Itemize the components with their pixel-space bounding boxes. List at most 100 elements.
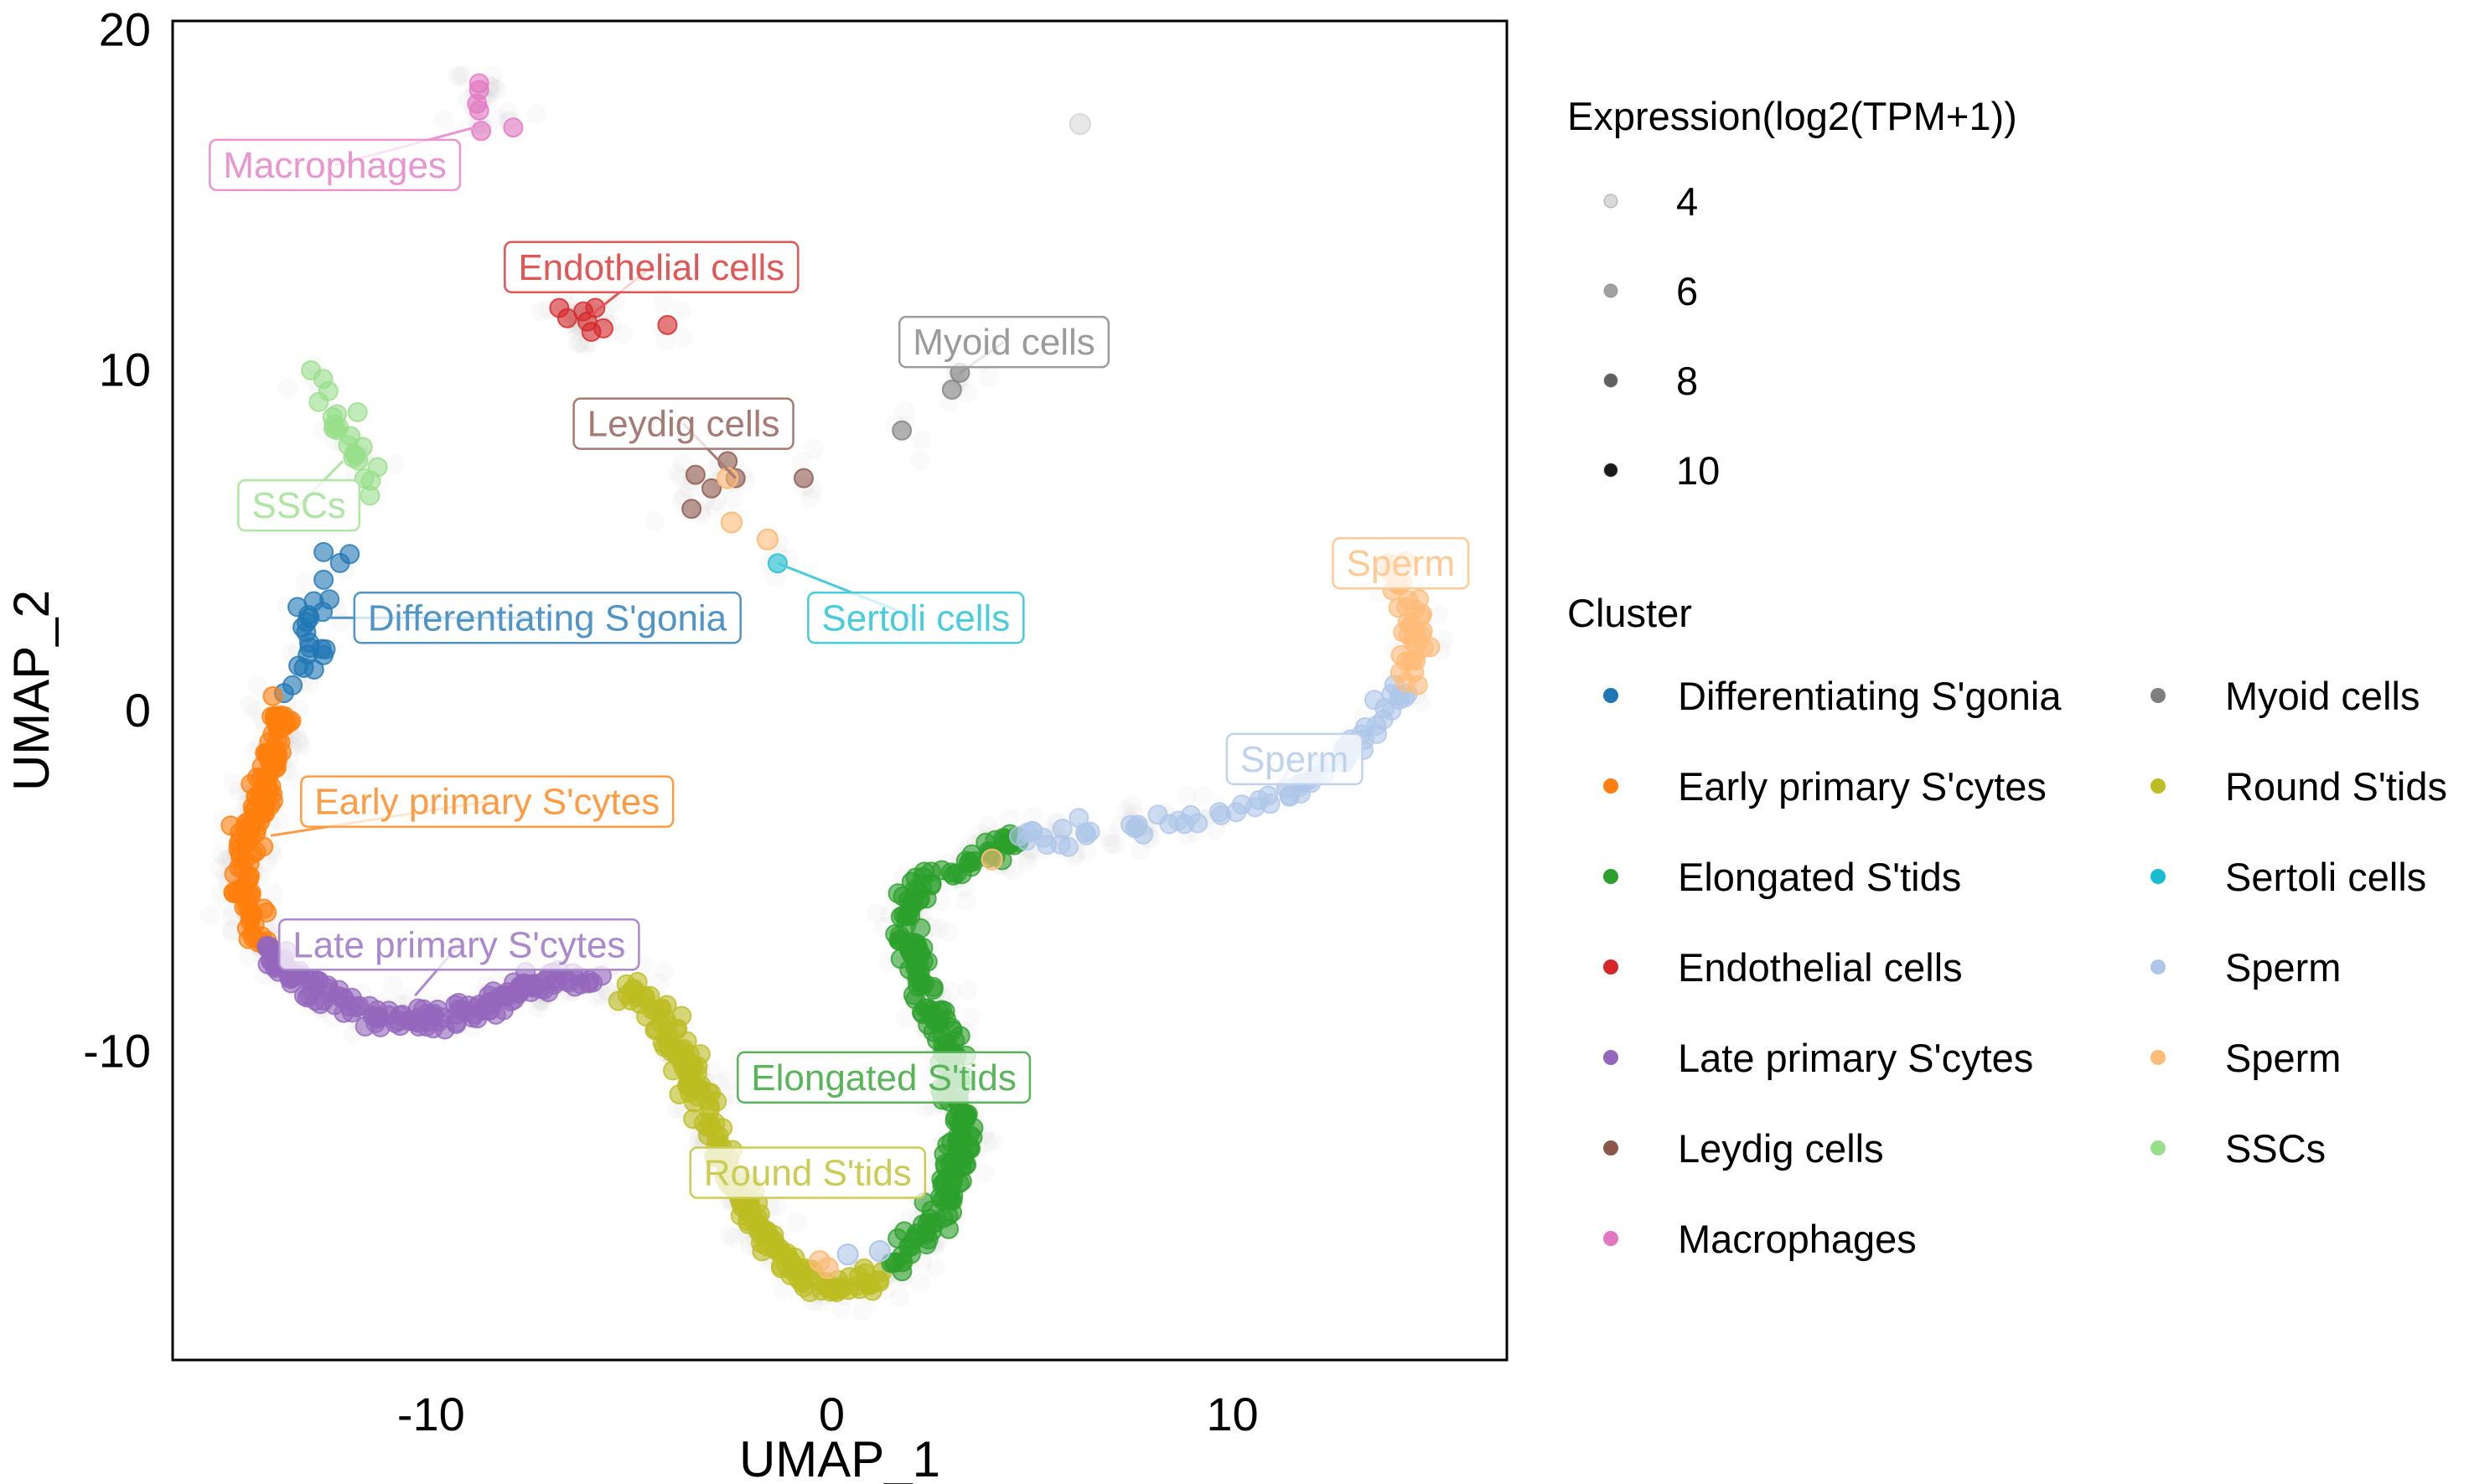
expression-point <box>222 919 243 940</box>
label-box <box>1225 732 1364 786</box>
cluster-label-early-primary-s-cytes7: Early primary S'cytes <box>270 775 675 837</box>
label-text: Endothelial cells <box>518 247 784 288</box>
expression-legend-key <box>1603 373 1618 388</box>
cluster-point <box>1037 835 1058 856</box>
cluster-legend-key <box>1603 959 1618 975</box>
expression-point <box>705 497 726 518</box>
expression-point <box>955 891 976 912</box>
expression-point <box>246 700 267 721</box>
cluster-point <box>468 100 489 121</box>
cluster-legend: Cluster Differentiating S'gonia Early pri… <box>1567 591 2447 1261</box>
cluster-point <box>262 685 283 706</box>
cluster-point <box>955 1108 976 1129</box>
cluster-point <box>256 902 277 923</box>
y-axis-title: UMAP_2 <box>3 590 60 791</box>
x-axis-ticks: -10 0 10 <box>397 1388 1259 1440</box>
cluster-point <box>1364 690 1385 711</box>
label-box <box>689 1146 927 1199</box>
expression-point <box>792 451 813 472</box>
cluster-point <box>367 457 388 478</box>
expression-point <box>671 300 692 321</box>
cluster-legend-label: Macrophages <box>1678 1217 1917 1261</box>
expression-point <box>605 292 626 313</box>
expression-point <box>929 918 950 938</box>
cluster-label-macrophages0: Macrophages <box>209 122 488 192</box>
expression-point <box>331 612 352 633</box>
cluster-point <box>313 602 334 623</box>
cluster-point <box>318 380 339 401</box>
expression-point <box>527 998 548 1019</box>
expression-legend-label: 6 <box>1676 269 1698 313</box>
cluster-label-myoid-cells2: Myoid cells <box>898 315 1110 374</box>
label-box <box>237 478 361 532</box>
label-text: SSCs <box>251 485 345 526</box>
cluster-point <box>644 1020 665 1041</box>
label-box <box>209 138 462 192</box>
expression-point <box>786 1212 807 1233</box>
cluster-legend-key <box>2151 1050 2166 1065</box>
cluster-point <box>1075 822 1096 843</box>
expression-point <box>723 1228 744 1249</box>
expression-point <box>719 1225 740 1246</box>
cluster-legend-label: Endothelial cells <box>1678 945 1963 990</box>
cluster-point <box>816 1277 837 1298</box>
label-box <box>504 240 800 294</box>
expression-point <box>853 1300 874 1321</box>
cluster-legend-key <box>1603 688 1618 703</box>
cluster-point <box>246 797 267 818</box>
cluster-point <box>261 950 282 971</box>
expression-point <box>718 1069 739 1090</box>
cluster-point <box>921 861 942 882</box>
label-text: Sperm <box>1240 739 1349 780</box>
expression-point <box>221 921 242 942</box>
expression-point <box>667 463 688 483</box>
cluster-point <box>313 569 334 590</box>
expression-point <box>654 961 675 982</box>
expression-point <box>866 903 887 924</box>
expression-legend-label: 8 <box>1676 359 1698 403</box>
label-box <box>277 918 640 971</box>
cluster-legend-key <box>2151 688 2166 703</box>
expression-point <box>672 452 693 473</box>
x-tick-label: 10 <box>1206 1388 1258 1440</box>
cluster-point <box>329 986 349 1007</box>
expression-point <box>653 292 674 313</box>
cluster-point <box>233 877 254 898</box>
expression-legend-key <box>1603 283 1618 298</box>
stray-point <box>756 528 779 551</box>
cluster-legend-key <box>2151 959 2166 975</box>
cluster-label-sscs5: SSCs <box>237 460 361 532</box>
expression-point <box>941 981 962 1002</box>
cluster-point <box>686 1063 707 1084</box>
expression-point <box>447 66 468 87</box>
stray-point <box>836 1244 859 1266</box>
cluster-point <box>1058 836 1079 857</box>
cluster-legend-key <box>1603 1050 1618 1065</box>
cluster-point <box>951 864 972 885</box>
cluster-point <box>608 990 629 1011</box>
cluster-legend-label: Differentiating S'gonia <box>1678 674 2062 718</box>
cluster-label-elongated-s-tids10: Elongated S'tids <box>737 1051 1032 1104</box>
expression-point <box>449 66 470 87</box>
expression-point <box>526 104 547 125</box>
cluster-point <box>251 756 272 777</box>
expression-point <box>298 675 319 696</box>
cluster-point <box>497 982 518 1003</box>
cluster-legend-key <box>1603 778 1618 794</box>
y-tick-label: 20 <box>99 3 151 55</box>
cluster-labels-layer: Macrophages Endothelial cells Myoid cells L… <box>209 122 1470 1199</box>
cluster-legend-label: Sperm <box>2225 945 2341 990</box>
expression-point <box>979 366 1000 387</box>
expression-point <box>1105 834 1126 855</box>
label-text: Leydig cells <box>587 404 780 445</box>
cluster-point <box>267 730 288 751</box>
cluster-point <box>298 644 318 665</box>
expression-point <box>287 728 308 749</box>
cluster-point <box>903 985 924 1006</box>
cluster-point <box>585 297 606 318</box>
expression-point <box>974 1163 995 1184</box>
cluster-label-leydig-cells3: Leydig cells <box>572 397 794 479</box>
expression-point <box>1177 785 1198 806</box>
y-tick-label: -10 <box>83 1024 151 1077</box>
expression-legend-label: 10 <box>1676 448 1720 493</box>
